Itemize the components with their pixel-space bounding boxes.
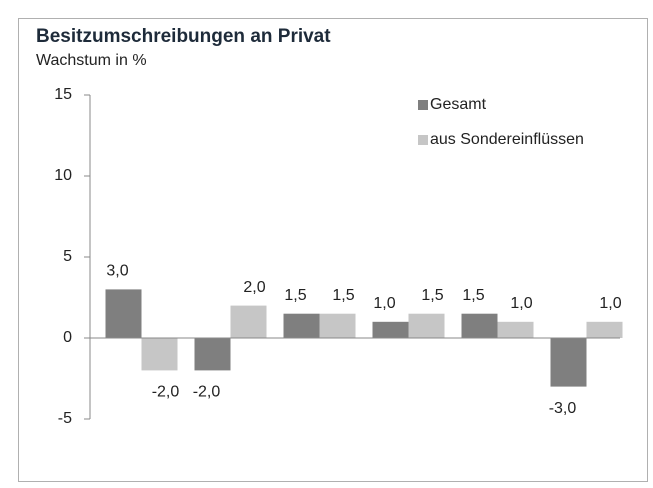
bar bbox=[372, 321, 409, 338]
chart-frame bbox=[18, 18, 648, 482]
value-label: 1,5 bbox=[462, 287, 484, 304]
bar bbox=[550, 338, 587, 387]
y-tick-label: 0 bbox=[63, 329, 72, 346]
bar bbox=[319, 313, 356, 338]
bar bbox=[586, 321, 623, 338]
value-label: 1,5 bbox=[332, 287, 354, 304]
bar bbox=[141, 338, 178, 371]
bar bbox=[408, 313, 445, 338]
y-tick-label: -5 bbox=[58, 410, 72, 427]
legend-swatch bbox=[418, 100, 428, 110]
bar bbox=[283, 313, 320, 338]
value-label: 2,0 bbox=[243, 279, 265, 296]
bar bbox=[461, 313, 498, 338]
value-label: 1,0 bbox=[373, 295, 395, 312]
bar bbox=[230, 305, 267, 338]
value-label: 1,5 bbox=[421, 287, 443, 304]
value-label: 3,0 bbox=[106, 263, 128, 280]
y-tick-label: 5 bbox=[63, 248, 72, 265]
value-label: -2,0 bbox=[152, 384, 180, 401]
y-tick-label: 10 bbox=[54, 167, 72, 184]
value-label: -2,0 bbox=[193, 384, 221, 401]
legend-label: Gesamt bbox=[430, 96, 487, 113]
legend-swatch bbox=[418, 135, 428, 145]
legend-label: aus Sondereinflüssen bbox=[430, 131, 584, 148]
value-label: 1,0 bbox=[510, 295, 532, 312]
chart-subtitle: Wachstum in % bbox=[36, 52, 147, 69]
value-label: 1,5 bbox=[284, 287, 306, 304]
value-label: -3,0 bbox=[549, 400, 577, 417]
bar bbox=[105, 289, 142, 338]
bar bbox=[194, 338, 231, 371]
y-tick-label: 15 bbox=[54, 86, 72, 103]
value-label: 1,0 bbox=[599, 295, 621, 312]
bar bbox=[497, 321, 534, 338]
chart-title: Besitzumschreibungen an Privat bbox=[36, 26, 331, 47]
